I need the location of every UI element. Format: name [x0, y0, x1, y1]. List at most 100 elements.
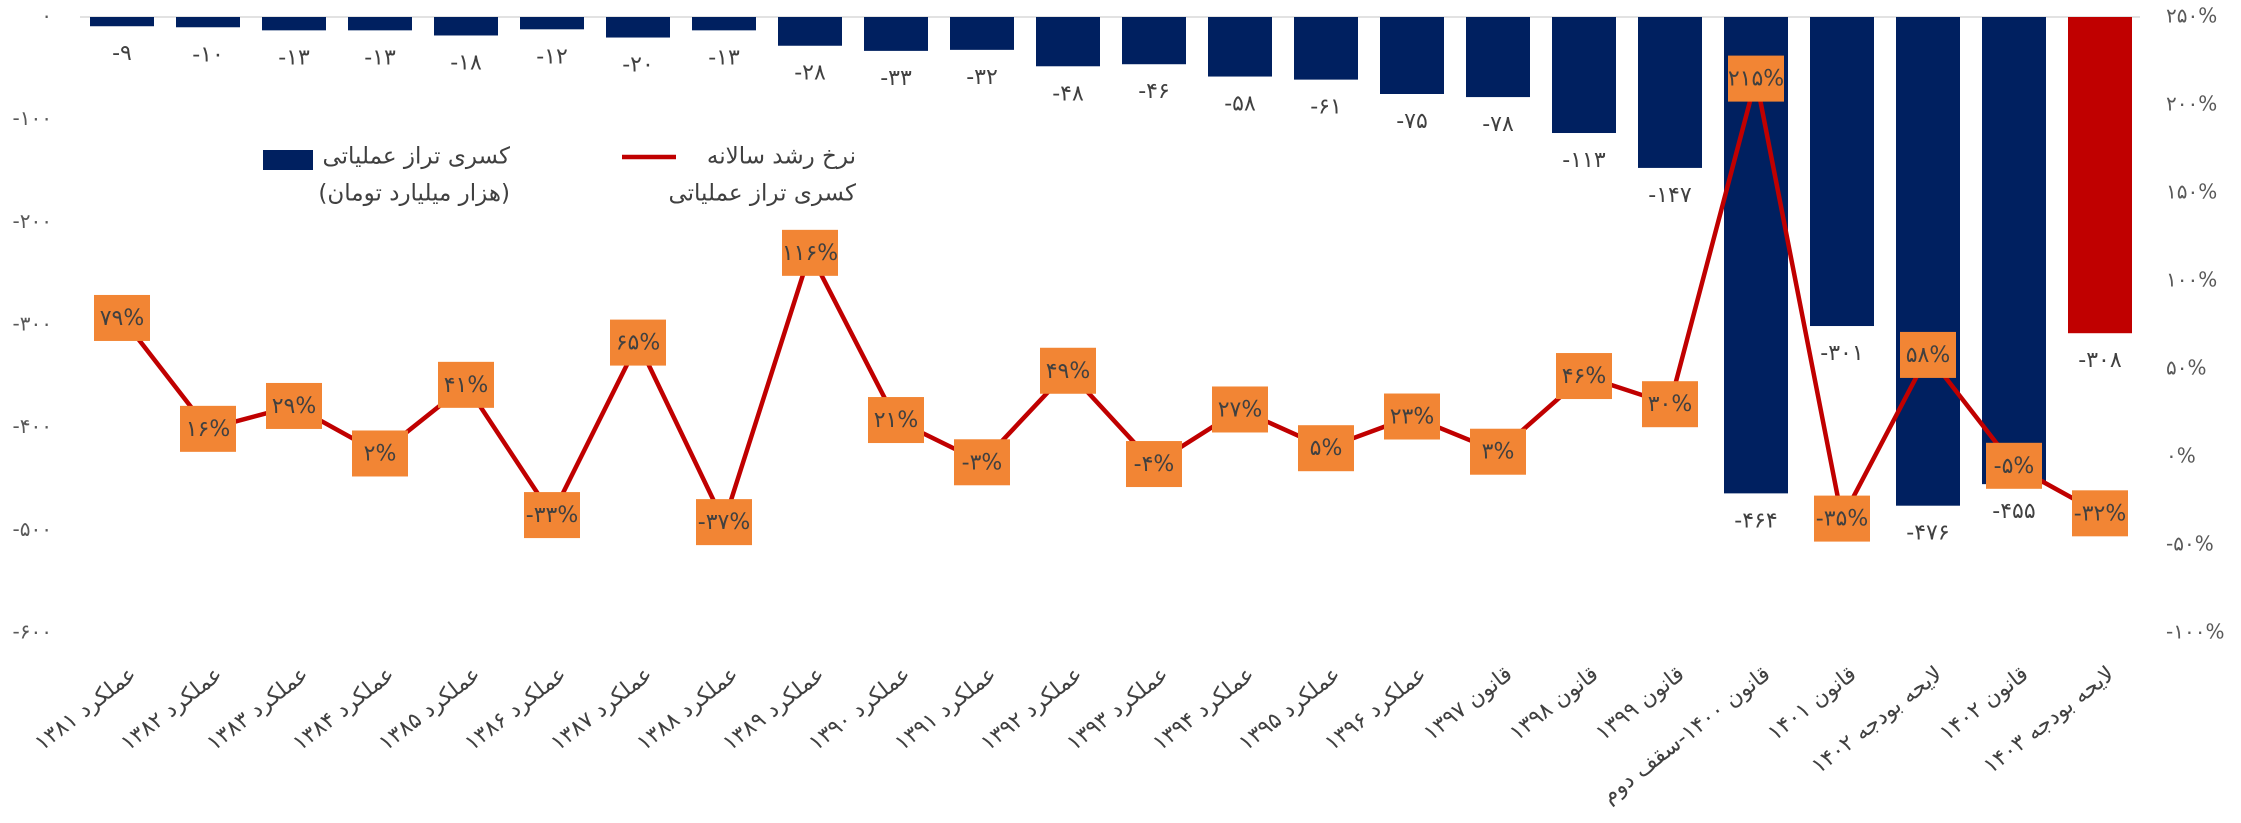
bar [1380, 17, 1444, 94]
bar [1810, 17, 1874, 327]
bar [520, 17, 584, 30]
point-value-label: ۳% [1482, 440, 1515, 465]
point-value-label: -۳۵% [1816, 507, 1868, 532]
legend-swatch [263, 150, 313, 170]
point-value-label: -۳% [962, 450, 1003, 475]
bar [90, 17, 154, 27]
point-value-label: ۲۱% [874, 408, 919, 433]
y2-tick-label: ۰% [2166, 444, 2196, 468]
bar-value-label: -۴۷۶ [1906, 521, 1949, 546]
bar-value-label: -۳۰۱ [1820, 341, 1863, 366]
bar-value-label: -۳۳ [880, 66, 912, 91]
point-label-box [1986, 442, 2042, 489]
bar [864, 17, 928, 51]
bar-value-label: -۱۳ [364, 45, 396, 70]
bar-value-label: -۷۵ [1396, 109, 1428, 134]
bar [348, 17, 412, 31]
point-value-label: ۵۸% [1906, 343, 1951, 368]
point-value-label: ۵% [1310, 436, 1343, 461]
y2-tick-label: -۱۰۰% [2166, 620, 2224, 644]
point-value-label: -۴% [1134, 452, 1175, 477]
bar [1036, 17, 1100, 67]
point-value-label: ۴۹% [1046, 359, 1091, 384]
bar-value-label: -۲۸ [794, 61, 826, 86]
point-label-box [266, 382, 322, 429]
point-label-box [1900, 331, 1956, 378]
point-value-label: ۷۹% [100, 306, 145, 331]
point-value-label: ۲۹% [272, 394, 317, 419]
legend-label: (هزار میلیارد تومان) [318, 181, 510, 207]
bar-value-label: -۴۶ [1138, 79, 1170, 104]
point-value-label: ۲۳% [1390, 405, 1435, 430]
point-label-box [1728, 55, 1784, 102]
bar-value-label: -۱۰ [192, 42, 224, 67]
bar [1466, 17, 1530, 98]
legend-label: نرخ رشد سالانه [707, 144, 856, 170]
y2-tick-label: ۲۰۰% [2166, 92, 2217, 116]
bar-value-label: -۵۸ [1224, 92, 1256, 117]
bar-value-label: -۴۶۴ [1734, 508, 1777, 533]
point-value-label: ۴۶% [1562, 364, 1607, 389]
bar [692, 17, 756, 31]
y-tick-label: ۰ [41, 4, 52, 28]
point-value-label: ۱۶% [186, 417, 231, 442]
y-tick-label: -۵۰۰ [13, 517, 52, 541]
point-value-label: ۳۰% [1648, 392, 1693, 417]
y-tick-label: -۱۰۰ [13, 106, 52, 130]
bar [950, 17, 1014, 50]
point-label-box [1384, 393, 1440, 440]
bar-value-label: -۱۴۷ [1648, 183, 1692, 208]
legend-label: کسری تراز عملیاتی [322, 144, 510, 170]
bar [1552, 17, 1616, 134]
bar-value-label: -۷۸ [1482, 112, 1514, 137]
bar-value-label: -۳۰۸ [2078, 348, 2122, 373]
bar [262, 17, 326, 31]
point-label-box [1642, 381, 1698, 428]
y-tick-label: -۴۰۰ [13, 414, 52, 438]
y2-tick-label: ۲۵۰% [2166, 4, 2217, 28]
point-label-box [94, 294, 150, 341]
y2-tick-label: -۵۰% [2166, 532, 2214, 556]
bar-value-label: -۱۳ [708, 45, 740, 70]
bar [1896, 17, 1960, 506]
y2-tick-label: ۵۰% [2166, 356, 2207, 380]
point-value-label: ۲۱۵% [1728, 67, 1784, 92]
bar-value-label: -۲۰ [622, 53, 654, 78]
bar [1638, 17, 1702, 168]
point-label-box [180, 405, 236, 452]
point-label-box [868, 397, 924, 444]
bar-value-label: -۱۸ [450, 50, 482, 75]
x-tick-label: قانون ۱۳۹۷ [1419, 662, 1517, 746]
bar [434, 17, 498, 36]
point-label-box [2072, 490, 2128, 537]
point-value-label: -۵% [1994, 454, 2035, 479]
bar [1122, 17, 1186, 65]
bar-value-label: -۱۱۳ [1562, 148, 1606, 173]
bar [606, 17, 670, 38]
bar [778, 17, 842, 46]
bar-value-label: -۶۱ [1310, 95, 1342, 120]
bar-value-label: -۴۸ [1052, 81, 1084, 106]
point-label-box [1040, 347, 1096, 394]
bar-value-label: -۱۲ [536, 44, 568, 69]
y2-tick-label: ۱۵۰% [2166, 180, 2217, 204]
point-value-label: -۳۷% [698, 510, 750, 535]
bar [1982, 17, 2046, 485]
point-label-box [696, 499, 752, 546]
y-tick-label: -۳۰۰ [13, 312, 52, 336]
point-value-label: -۳۳% [526, 503, 578, 528]
point-value-label: ۶۵% [616, 331, 661, 356]
point-label-box [782, 229, 838, 276]
point-label-box [1126, 441, 1182, 488]
point-label-box [1470, 428, 1526, 475]
legend-label: کسری تراز عملیاتی [668, 181, 856, 207]
point-label-box [1298, 425, 1354, 472]
bar-value-label: -۳۲ [966, 65, 998, 90]
point-label-box [524, 492, 580, 539]
point-label-box [1556, 353, 1612, 400]
bar [176, 17, 240, 28]
bar [1208, 17, 1272, 77]
y2-tick-label: ۱۰۰% [2166, 268, 2217, 292]
point-value-label: -۳۲% [2074, 501, 2126, 526]
